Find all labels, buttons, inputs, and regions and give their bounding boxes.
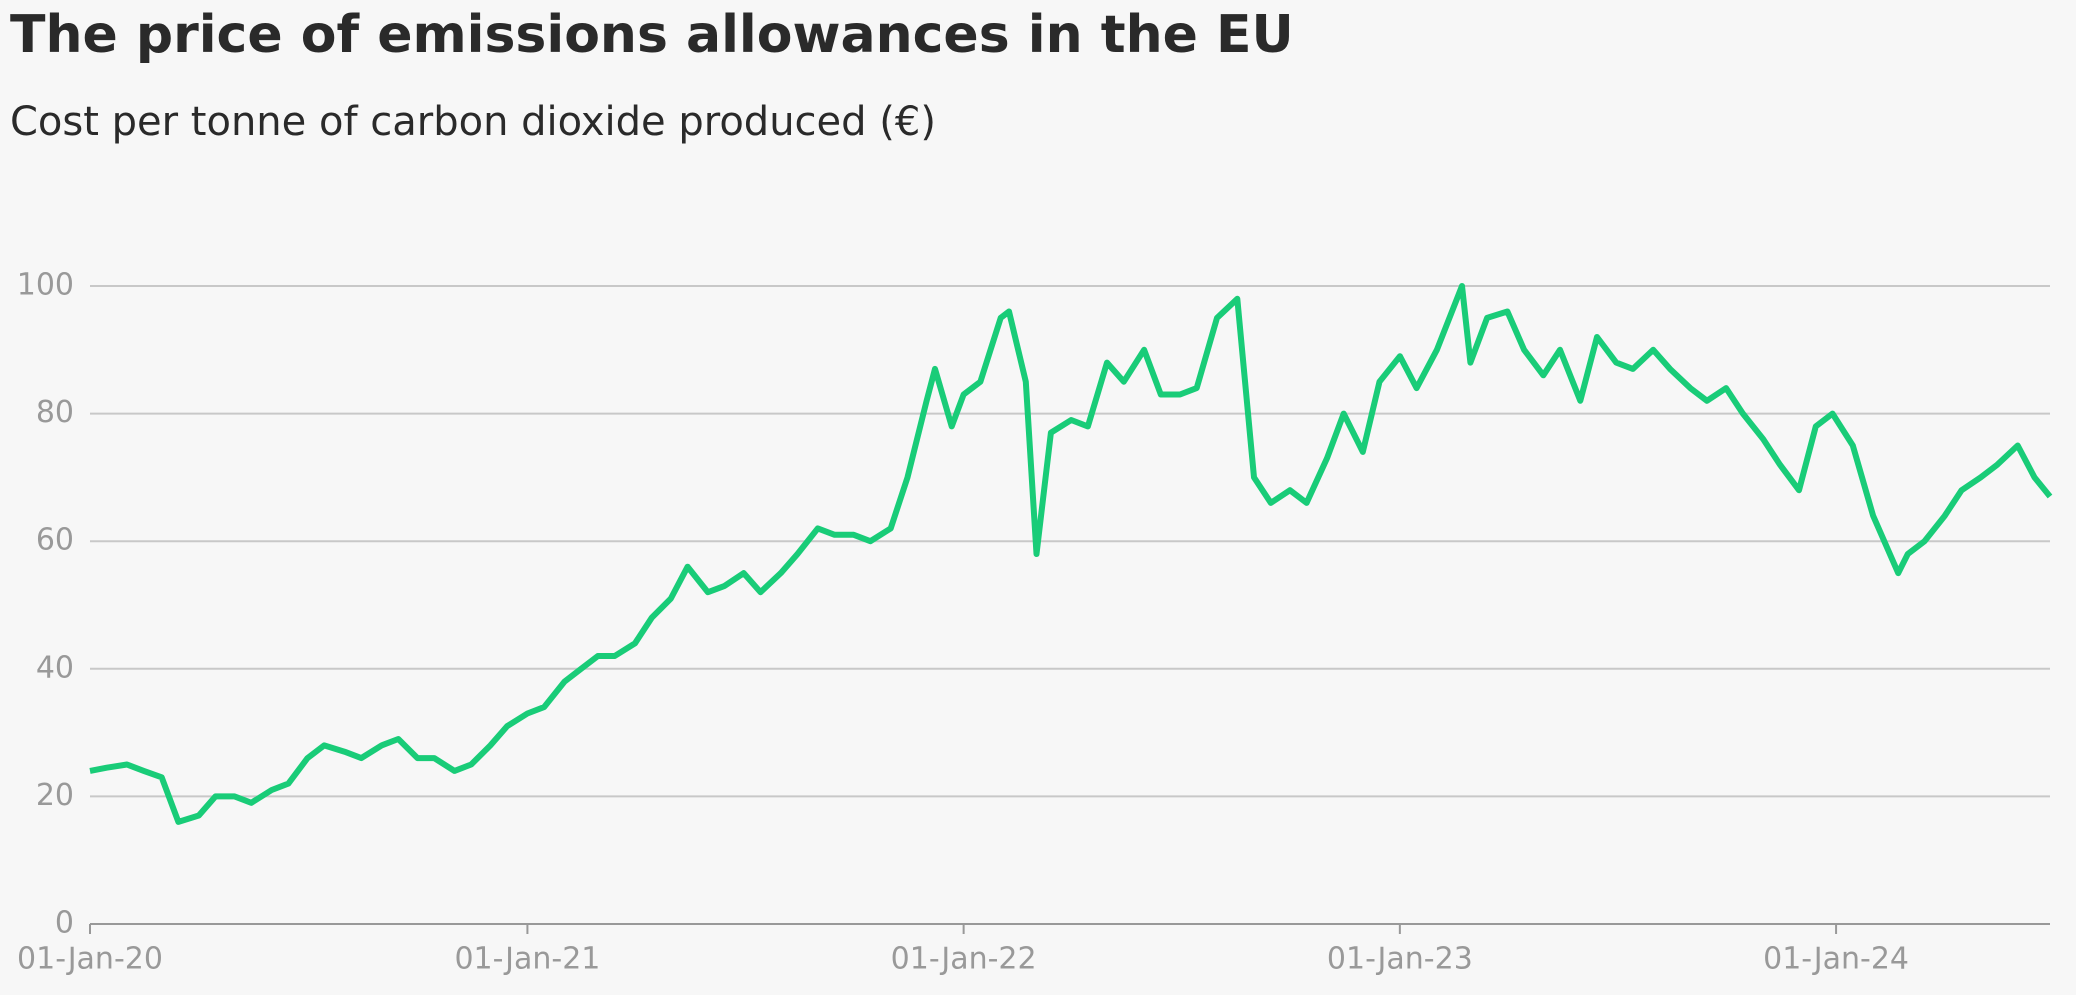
price-line — [89, 283, 2053, 825]
chart-subtitle: Cost per tonne of carbon dioxide produce… — [10, 99, 936, 145]
y-tick-label: 80 — [36, 395, 74, 430]
x-tick-label: 01-Jan-23 — [1327, 942, 1473, 977]
y-tick-label: 100 — [17, 268, 74, 303]
x-tick-label: 01-Jan-21 — [454, 942, 600, 977]
y-tick-label: 0 — [55, 906, 74, 941]
y-tick-label: 60 — [36, 523, 74, 558]
y-tick-label: 40 — [36, 650, 74, 685]
x-tick-label: 01-Jan-24 — [1763, 942, 1909, 977]
x-tick-label: 01-Jan-22 — [891, 942, 1037, 977]
y-tick-label: 20 — [36, 778, 74, 813]
chart-title: The price of emissions allowances in the… — [10, 5, 1294, 65]
x-tick-label: 01-Jan-20 — [17, 942, 163, 977]
